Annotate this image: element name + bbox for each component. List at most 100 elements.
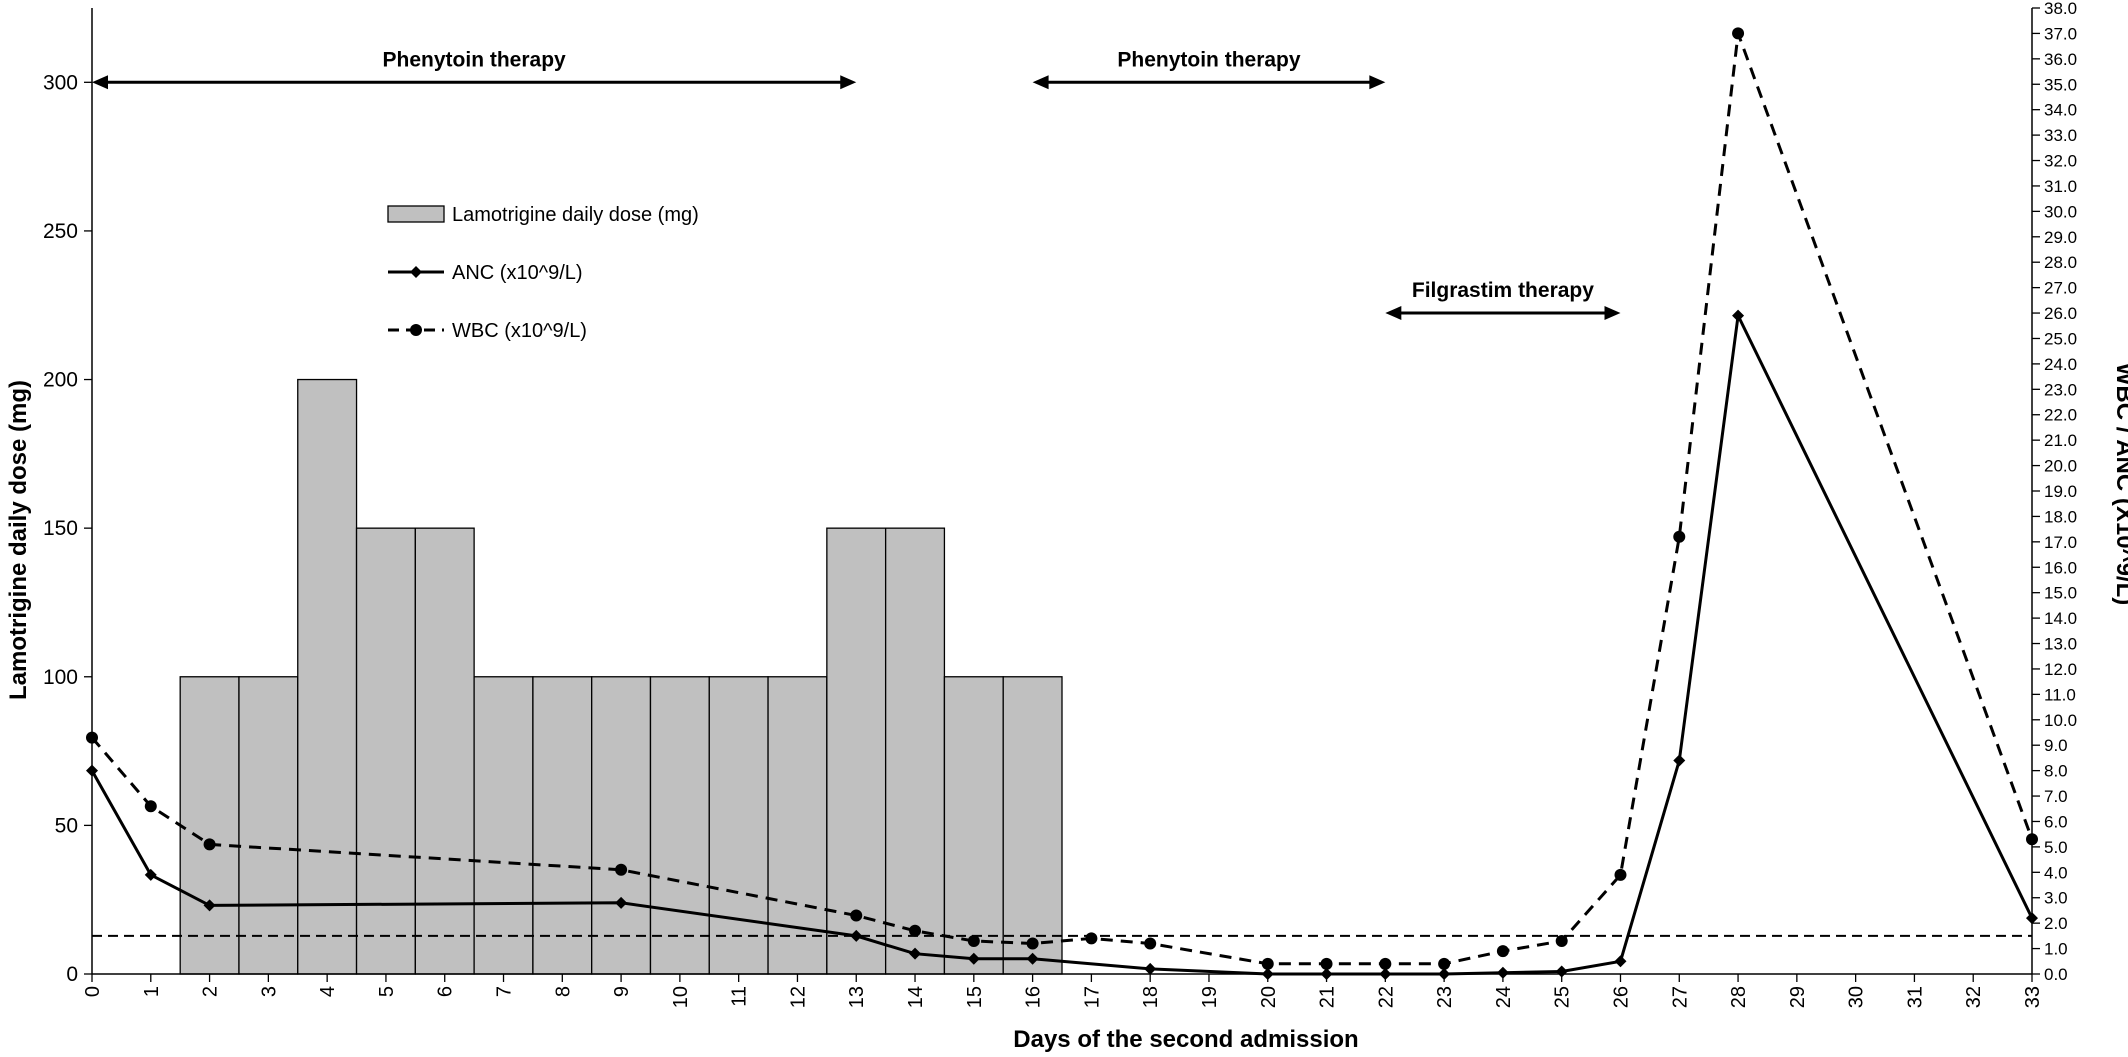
x-tick-label: 15	[964, 986, 986, 1008]
y-tick-label: 0	[66, 963, 78, 986]
annotations-layer: Phenytoin therapy Phenytoin therapy Filgra…	[92, 48, 1621, 320]
legend-label-wbc: WBC (x10^9/L)	[452, 320, 587, 342]
dose-bar	[884, 527, 946, 975]
y-axis-title: Lamotrigine daily dose (mg)	[5, 380, 32, 700]
y2-tick-label: 19.0	[2044, 482, 2077, 501]
dose-bar	[238, 676, 299, 975]
legend-label-anc: ANC (x10^9/L)	[452, 262, 583, 284]
anc-point	[1496, 966, 1509, 979]
y2-tick-label: 23.0	[2044, 380, 2077, 399]
dose-bar	[473, 676, 534, 975]
x-axis-title: Days of the second admission	[1013, 1026, 1358, 1053]
wbc-point	[1555, 934, 1568, 947]
arrowhead-left-icon	[1385, 306, 1402, 320]
y2-tick-label: 16.0	[2044, 558, 2077, 577]
y2-tick-label: 28.0	[2044, 253, 2077, 272]
y2-tick-label: 15.0	[2044, 584, 2077, 603]
dose-bar	[1002, 676, 1063, 975]
dose-bar	[591, 676, 652, 975]
y-tick-label: 150	[43, 517, 78, 540]
y2-tick-label: 3.0	[2044, 889, 2068, 908]
dose-bar	[826, 527, 887, 975]
y2-tick-label: 10.0	[2044, 711, 2077, 730]
wbc-point	[1673, 530, 1686, 543]
anc-point	[1732, 309, 1745, 322]
anc-point	[1673, 754, 1686, 767]
y2-tick-label: 21.0	[2044, 431, 2077, 450]
y2-tick-label: 30.0	[2044, 202, 2077, 221]
dose-bar	[532, 676, 593, 975]
wbc-point	[909, 924, 922, 937]
y2-tick-label: 0.0	[2044, 965, 2068, 984]
legend-marker-anc	[410, 266, 422, 278]
anc-point	[850, 929, 863, 942]
wbc-point	[1379, 957, 1392, 970]
x-tick-label: 24	[1493, 986, 1515, 1008]
anc-point	[1144, 962, 1157, 975]
x-tick-label: 3	[258, 986, 280, 997]
y2-tick-label: 14.0	[2044, 609, 2077, 628]
y2-tick-label: 35.0	[2044, 75, 2077, 94]
x-tick-label: 21	[1317, 986, 1339, 1008]
anc-point	[1026, 952, 1039, 965]
y2-tick-label: 17.0	[2044, 533, 2077, 552]
dose-bar	[649, 676, 710, 975]
wbc-line	[90, 32, 2034, 966]
y-tick-label: 300	[43, 71, 78, 94]
y2-tick-label: 7.0	[2044, 787, 2068, 806]
anc-point	[967, 952, 980, 965]
legend: Lamotrigine daily dose (mg) ANC (x10^9/L…	[387, 204, 699, 342]
y2-tick-label: 8.0	[2044, 762, 2068, 781]
anc-point	[203, 899, 216, 912]
anc-point	[1614, 955, 1627, 968]
y2-tick-label: 2.0	[2044, 914, 2068, 933]
x-tick-label: 33	[2022, 986, 2044, 1008]
dose-bar	[414, 527, 475, 975]
wbc-point	[1438, 957, 1451, 970]
wbc-point	[1320, 957, 1333, 970]
x-tick-label: 7	[494, 986, 516, 997]
wbc-point	[1026, 937, 1039, 950]
x-tick-label: 12	[787, 986, 809, 1008]
dose-bar	[355, 527, 416, 975]
x-tick-label: 32	[1963, 986, 1985, 1008]
y2-tick-label: 18.0	[2044, 507, 2077, 526]
wbc-point	[1614, 868, 1627, 881]
x-tick-label: 13	[846, 986, 868, 1008]
wbc-point	[1085, 932, 1098, 945]
x-tick-label: 20	[1258, 986, 1280, 1008]
x-tick-label: 25	[1552, 986, 1574, 1008]
y-tick-label: 100	[43, 666, 78, 689]
therapy-label: Phenytoin therapy	[383, 48, 567, 71]
x-tick-label: 4	[317, 986, 339, 997]
x-tick-label: 5	[376, 986, 398, 997]
y2-tick-label: 6.0	[2044, 812, 2068, 831]
x-tick-label: 28	[1728, 986, 1750, 1008]
dose-bar	[179, 676, 240, 975]
y2-tick-label: 22.0	[2044, 406, 2077, 425]
wbc-point	[1144, 937, 1157, 950]
x-tick-label: 31	[1904, 986, 1926, 1008]
wbc-point	[1732, 27, 1745, 40]
wbc-point	[1496, 945, 1509, 958]
y2-tick-label: 27.0	[2044, 279, 2077, 298]
arrowhead-left-icon	[92, 75, 108, 90]
x-tick-label: 27	[1669, 986, 1691, 1008]
y2-tick-label: 12.0	[2044, 660, 2077, 679]
legend-marker-wbc	[410, 324, 422, 336]
wbc-point	[615, 863, 628, 876]
x-tick-label: 23	[1434, 986, 1456, 1008]
y2-tick-label: 13.0	[2044, 635, 2077, 654]
x-tick-label: 0	[82, 986, 104, 997]
anc-point	[615, 896, 628, 909]
legend-label-bars: Lamotrigine daily dose (mg)	[452, 204, 699, 226]
axes-layer: 0501001502002503000.01.02.03.04.05.06.07…	[43, 0, 2077, 1008]
y2-tick-label: 32.0	[2044, 152, 2077, 171]
therapy-label: Filgrastim therapy	[1412, 279, 1594, 302]
arrowhead-right-icon	[840, 75, 857, 90]
wbc-point	[144, 800, 157, 813]
x-tick-label: 17	[1081, 986, 1103, 1008]
y-tick-label: 250	[43, 220, 78, 243]
dose-bar	[708, 676, 769, 975]
